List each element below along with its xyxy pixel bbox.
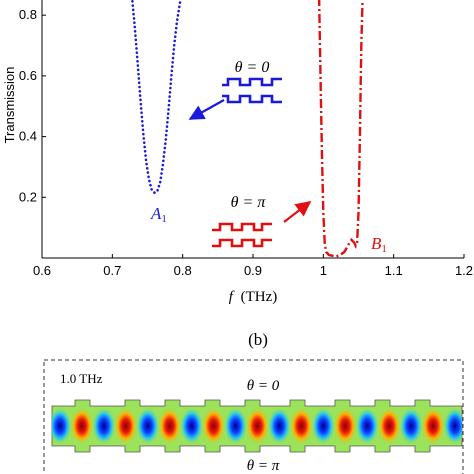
x-tick-label: 0.9 xyxy=(244,263,262,278)
series-blue-line xyxy=(130,0,183,195)
y-tick-label: 0.2 xyxy=(19,189,37,204)
x-tick-label: 1.2 xyxy=(455,263,473,278)
waveguide-icon-theta-zero xyxy=(222,77,282,104)
x-axis-label-unit: (THz) xyxy=(241,289,278,305)
arrow-red xyxy=(283,201,312,223)
panel-b-frequency: 1.0 THz xyxy=(60,371,103,386)
transmission-chart: 0.6 0.7 0.8 0.9 1 1.1 1.2 0.2 0.4 0.6 0.8 Transmi… xyxy=(2,0,473,305)
field-lobe-hot xyxy=(113,407,138,445)
theta-pi-annotation: θ = π xyxy=(231,194,267,211)
x-tick-label: 1.1 xyxy=(385,263,403,278)
field-lobe-hot xyxy=(421,407,446,445)
arrow-blue xyxy=(188,99,225,120)
y-tick-label: 0.6 xyxy=(19,68,37,83)
field-lobe-cold xyxy=(223,407,248,445)
x-tick-label: 0.6 xyxy=(33,263,51,278)
waveguide-icon-theta-pi xyxy=(212,222,272,248)
field-lobe-hot xyxy=(333,407,358,445)
b1-subscript: 1 xyxy=(381,243,387,255)
field-lobe-cold xyxy=(267,407,292,445)
series-red-line xyxy=(317,0,364,258)
field-lobe-cold xyxy=(311,407,336,445)
field-lobe-cold xyxy=(52,407,72,445)
y-tick-label: 0.8 xyxy=(19,7,37,22)
field-lobe-cold xyxy=(443,407,462,445)
a1-letter: A xyxy=(150,204,162,223)
x-axis-label-var: f xyxy=(229,289,235,305)
x-tick-label: 1 xyxy=(320,263,327,278)
y-tick-label: 0.4 xyxy=(19,129,37,144)
a1-subscript: 1 xyxy=(161,213,167,225)
x-tick-label: 0.7 xyxy=(103,263,121,278)
a1-label: A1 xyxy=(150,204,167,225)
panel-b-field-map: 1.0 THz θ = 0 θ = π xyxy=(43,359,464,474)
theta-zero-annotation: θ = 0 xyxy=(235,59,270,76)
field-lobe-cold xyxy=(91,407,116,445)
panel-b-theta-pi: θ = π xyxy=(247,458,280,474)
b1-label: B1 xyxy=(371,234,387,255)
b1-letter: B xyxy=(371,234,382,253)
field-lobes xyxy=(52,407,462,445)
field-lobe-hot xyxy=(245,407,270,445)
field-lobe-cold xyxy=(355,407,380,445)
x-tick-label: 0.8 xyxy=(174,263,192,278)
panel-b-frame xyxy=(43,359,464,474)
y-ticks: 0.2 0.4 0.6 0.8 xyxy=(19,7,46,204)
panel-b-theta-zero: θ = 0 xyxy=(247,378,280,394)
x-ticks: 0.6 0.7 0.8 0.9 1 1.1 1.2 xyxy=(33,254,473,278)
panel-b-label: (b) xyxy=(248,330,268,349)
field-lobe-hot xyxy=(201,407,226,445)
field-lobe-cold xyxy=(399,407,424,445)
field-lobe-cold xyxy=(179,407,204,445)
field-lobe-hot xyxy=(377,407,402,445)
x-axis-label: f (THz) xyxy=(229,289,278,305)
field-lobe-hot xyxy=(289,407,314,445)
field-lobe-hot xyxy=(157,407,182,445)
y-axis-label: Transmission xyxy=(2,67,17,144)
field-lobe-hot xyxy=(69,407,94,445)
field-lobe-cold xyxy=(135,407,160,445)
